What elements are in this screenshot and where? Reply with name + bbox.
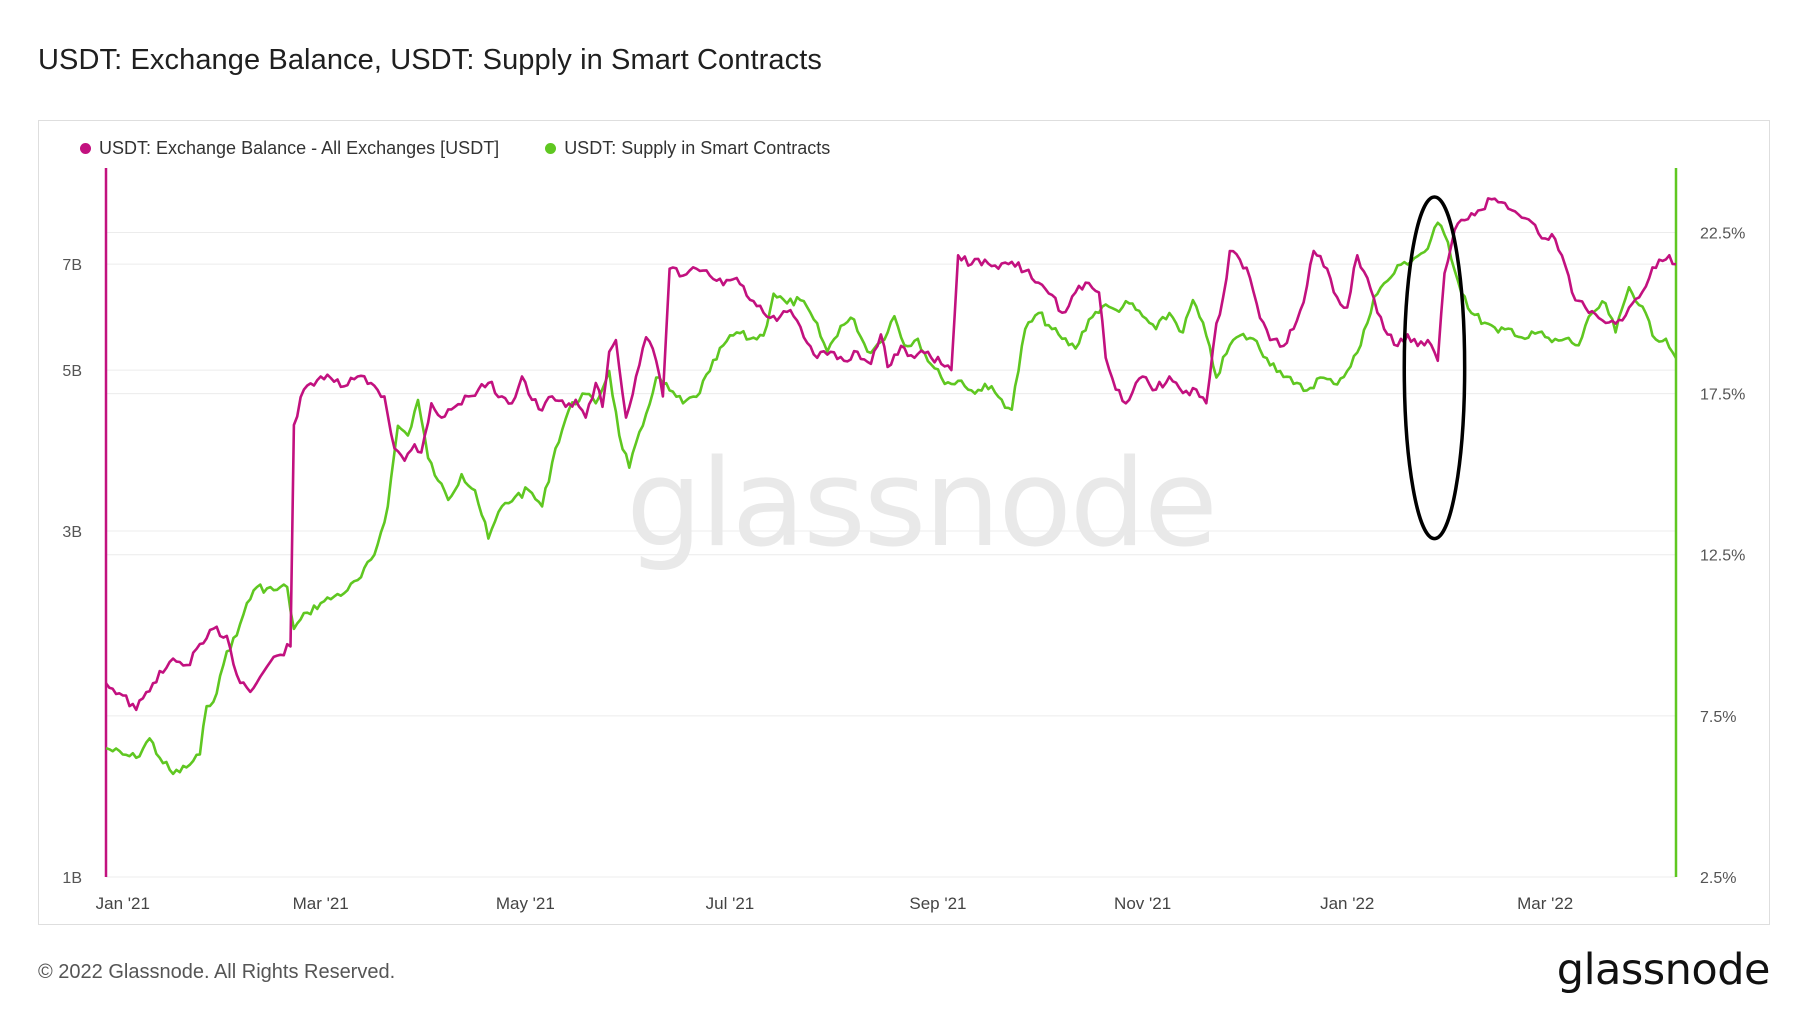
left-tick-label-3: 7B bbox=[62, 257, 82, 274]
annotation-ellipse-0 bbox=[1402, 195, 1467, 541]
legend-dot-smart-contracts bbox=[545, 143, 557, 154]
x-tick-label-7: Mar '22 bbox=[1517, 894, 1573, 913]
chart-frame bbox=[38, 120, 1770, 925]
right-tick-label-4: 22.5% bbox=[1700, 225, 1745, 242]
series-line-smart-contracts bbox=[105, 221, 1678, 776]
glassnode-logo: glassnode bbox=[1556, 945, 1771, 995]
x-tick-label-3: Jul '21 bbox=[706, 894, 755, 913]
right-tick-label-2: 12.5% bbox=[1700, 548, 1745, 565]
x-tick-label-2: May '21 bbox=[496, 894, 555, 913]
left-tick-label-1: 3B bbox=[62, 524, 82, 541]
chart-legend: USDT: Exchange Balance - All Exchanges [… bbox=[80, 138, 830, 159]
watermark-text: glassnode bbox=[626, 435, 1216, 574]
legend-dot-exchange-balance bbox=[80, 143, 91, 154]
footer-copyright: © 2022 Glassnode. All Rights Reserved. bbox=[38, 961, 396, 983]
left-tick-label-0: 1B bbox=[62, 870, 82, 887]
right-tick-label-1: 7.5% bbox=[1700, 709, 1736, 726]
legend-item-smart-contracts[interactable]: USDT: Supply in Smart Contracts bbox=[545, 138, 830, 159]
x-tick-label-4: Sep '21 bbox=[909, 894, 966, 913]
x-tick-label-6: Jan '22 bbox=[1320, 894, 1374, 913]
x-tick-label-0: Jan '21 bbox=[96, 894, 150, 913]
right-tick-label-3: 17.5% bbox=[1700, 387, 1745, 404]
legend-label-smart-contracts: USDT: Supply in Smart Contracts bbox=[564, 138, 831, 158]
x-tick-label-5: Nov '21 bbox=[1114, 894, 1171, 913]
legend-item-exchange-balance[interactable]: USDT: Exchange Balance - All Exchanges [… bbox=[80, 138, 499, 159]
left-tick-label-2: 5B bbox=[62, 363, 82, 380]
legend-label-exchange-balance: USDT: Exchange Balance - All Exchanges [… bbox=[99, 138, 500, 158]
series-line-exchange-balance bbox=[104, 197, 1677, 712]
x-tick-label-1: Mar '21 bbox=[293, 894, 349, 913]
right-tick-label-0: 2.5% bbox=[1700, 870, 1736, 887]
chart-title: USDT: Exchange Balance, USDT: Supply in … bbox=[38, 44, 822, 76]
